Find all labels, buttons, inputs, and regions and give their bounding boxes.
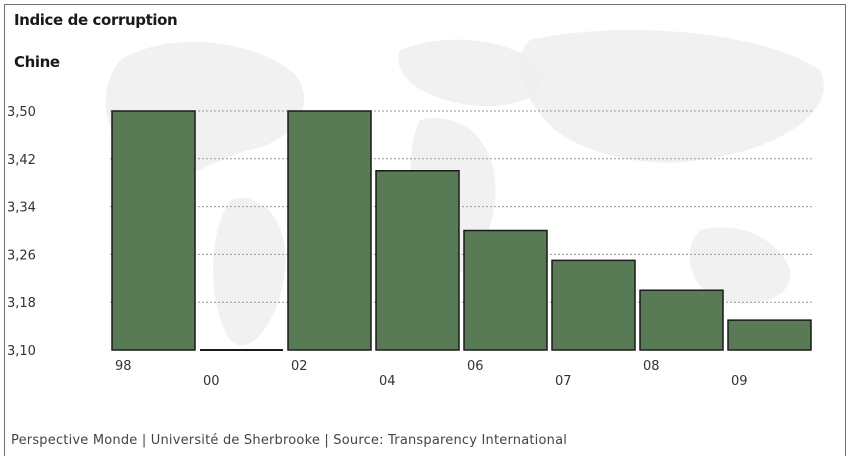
bar bbox=[639, 289, 724, 351]
x-tick-label: 98 bbox=[115, 359, 132, 374]
chart-title: Indice de corruption bbox=[14, 11, 178, 29]
x-tick-label: 02 bbox=[291, 359, 308, 374]
bars bbox=[111, 110, 812, 351]
map-shape bbox=[213, 198, 286, 346]
y-tick-label: 3,18 bbox=[7, 296, 36, 311]
bar bbox=[727, 319, 812, 351]
x-tick-label: 08 bbox=[643, 359, 660, 374]
y-tick-label: 3,34 bbox=[7, 201, 36, 216]
y-tick-label: 3,42 bbox=[7, 153, 36, 168]
map-shape bbox=[519, 30, 824, 163]
x-tick-label: 09 bbox=[731, 374, 748, 389]
map-shape bbox=[689, 227, 791, 304]
chart-source-footer: Perspective Monde | Université de Sherbr… bbox=[11, 433, 568, 448]
y-axis-ticks: 3,10 3,18 3,26 3,34 3,42 3,50 bbox=[7, 105, 36, 359]
y-tick-label: 3,50 bbox=[7, 105, 36, 120]
y-tick-label: 3,10 bbox=[7, 344, 36, 359]
bar bbox=[287, 110, 372, 351]
bar bbox=[551, 259, 636, 351]
bar bbox=[463, 229, 548, 351]
x-axis-ticks: 98 00 02 04 06 07 08 09 bbox=[115, 359, 748, 389]
bar bbox=[111, 110, 196, 351]
x-tick-label: 00 bbox=[203, 374, 220, 389]
y-tick-label: 3,26 bbox=[7, 248, 36, 263]
x-tick-label: 06 bbox=[467, 359, 484, 374]
x-tick-label: 04 bbox=[379, 374, 396, 389]
x-tick-label: 07 bbox=[555, 374, 572, 389]
chart-subtitle: Chine bbox=[14, 53, 60, 71]
bar bbox=[375, 170, 460, 351]
map-shape bbox=[398, 39, 543, 107]
